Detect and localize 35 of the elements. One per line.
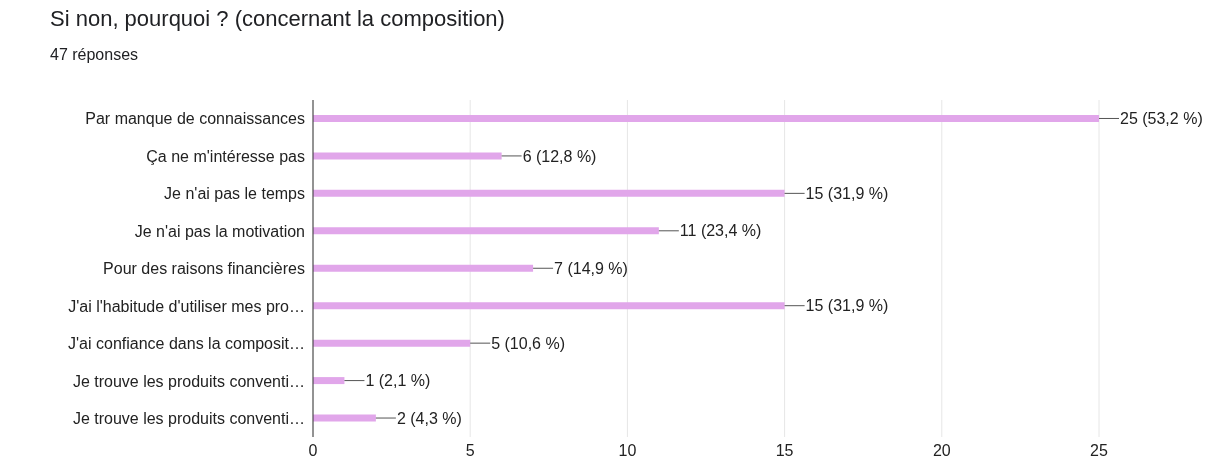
x-tick-label: 10 [618, 442, 637, 460]
bar [313, 152, 502, 160]
y-tick-label: J'ai l'habitude d'utiliser mes pro… [68, 297, 305, 315]
bar [313, 227, 659, 235]
bar [313, 377, 345, 385]
bar [313, 264, 534, 272]
x-tick-label: 20 [932, 442, 951, 460]
data-label: 11 (23,4 %) [679, 222, 762, 240]
data-label: 2 (4,3 %) [396, 409, 462, 427]
chart-title: Si non, pourquoi ? (concernant la composition) [50, 6, 505, 32]
y-tick-label: Je trouve les produits conventi… [72, 409, 305, 427]
data-label: 7 (14,9 %) [554, 259, 628, 277]
data-label: 1 (2,1 %) [365, 372, 431, 390]
x-tick-label: 0 [308, 442, 318, 460]
bar [313, 414, 376, 422]
y-tick-label: Pour des raisons financières [103, 260, 305, 278]
y-tick-label: Par manque de connaissances [85, 110, 305, 128]
y-tick-label: Je trouve les produits conventi… [72, 372, 305, 390]
data-label: 6 (12,8 %) [522, 147, 597, 165]
bar [313, 114, 1099, 122]
x-tick-label: 5 [465, 442, 475, 460]
bar [313, 189, 785, 197]
text: 47 réponses [50, 46, 139, 64]
bar [313, 339, 471, 347]
data-label: 5 (10,6 %) [491, 334, 566, 352]
x-tick-label: 25 [1090, 442, 1108, 460]
y-tick-label: Je n'ai pas le temps [164, 185, 305, 203]
y-tick-label: J'ai confiance dans la composit… [68, 335, 305, 353]
data-label: 25 (53,2 %) [1120, 110, 1203, 128]
y-tick-label: Ça ne m'intéresse pas [146, 147, 305, 165]
bar [313, 302, 785, 310]
data-label: 15 (31,9 %) [805, 184, 889, 202]
x-tick-label: 15 [775, 442, 794, 460]
data-label: 15 (31,9 %) [805, 297, 889, 315]
y-tick-label: Je n'ai pas la motivation [134, 222, 305, 240]
